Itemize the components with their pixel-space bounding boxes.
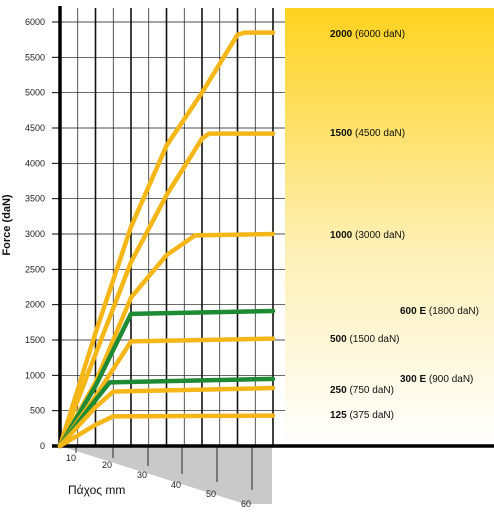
series-lines xyxy=(57,30,276,449)
series-label: 1000 (3000 daN) xyxy=(330,230,405,241)
y-tick-label: 2000 xyxy=(25,300,45,310)
y-tick-label: 4500 xyxy=(25,123,45,133)
y-tick-label: 6000 xyxy=(25,17,45,27)
series-detail: (1800 daN) xyxy=(426,306,479,317)
y-tick-label: 3500 xyxy=(25,194,45,204)
series-label: 1500 (4500 daN) xyxy=(330,128,405,139)
series-detail: (1500 daN) xyxy=(347,334,400,345)
x-tick-labels: 10 20 30 40 50 60 xyxy=(66,453,251,509)
series-line-250 xyxy=(57,385,276,449)
series-label: 600 E (1800 daN) xyxy=(400,306,479,317)
y-tick-label: 2500 xyxy=(25,264,45,274)
y-tick-label: 0 xyxy=(40,441,45,451)
series-detail: (375 daN) xyxy=(347,410,394,421)
series-name: 1500 xyxy=(330,128,353,139)
series-line-600-e xyxy=(57,308,276,449)
series-label: 300 E (900 daN) xyxy=(400,374,473,385)
series-name: 1000 xyxy=(330,230,353,241)
y-tick-label: 5000 xyxy=(25,88,45,98)
y-tick-label: 1000 xyxy=(25,370,45,380)
series-line-1500 xyxy=(57,131,276,449)
series-detail: (6000 daN) xyxy=(352,29,405,40)
series-detail: (750 daN) xyxy=(347,385,394,396)
series-name: 600 E xyxy=(400,306,426,317)
series-line-2000 xyxy=(57,30,276,449)
series-line-125 xyxy=(57,413,276,449)
series-name: 125 xyxy=(330,410,347,421)
series-detail: (3000 daN) xyxy=(352,230,405,241)
thickness-wedge xyxy=(60,446,272,504)
x-tick-label: 50 xyxy=(206,489,216,499)
series-detail: (900 daN) xyxy=(426,374,473,385)
axes xyxy=(52,6,494,490)
series-label: 500 (1500 daN) xyxy=(330,334,400,345)
y-tick-label: 4000 xyxy=(25,158,45,168)
x-tick-label: 40 xyxy=(171,480,181,490)
series-name: 300 E xyxy=(400,374,426,385)
series-name: 250 xyxy=(330,385,347,396)
y-tick-label: 500 xyxy=(30,406,45,416)
series-labels: 2000 (6000 daN) 1500 (4500 daN) 1000 (3000… xyxy=(330,29,479,421)
y-tick-label: 3000 xyxy=(25,229,45,239)
x-tick-label: 60 xyxy=(241,499,251,509)
x-axis-label: Πάχος mm xyxy=(68,483,125,497)
series-label: 250 (750 daN) xyxy=(330,385,394,396)
x-tick-label: 30 xyxy=(137,470,147,480)
series-line-300-e xyxy=(57,376,276,449)
y-tick-label: 1500 xyxy=(25,335,45,345)
series-name: 500 xyxy=(330,334,347,345)
series-name: 2000 xyxy=(330,29,353,40)
x-tick-label: 20 xyxy=(102,460,112,470)
x-tick-label: 10 xyxy=(66,453,76,463)
y-tick-label: 5500 xyxy=(25,52,45,62)
series-label: 125 (375 daN) xyxy=(330,410,394,421)
y-tick-labels: 0 500 1000 1500 2000 2500 3000 3500 4000 4500 5000… xyxy=(25,17,45,451)
series-detail: (4500 daN) xyxy=(352,128,405,139)
series-label: 2000 (6000 daN) xyxy=(330,29,405,40)
y-axis-label: Force (daN) xyxy=(1,194,13,255)
highlight-band xyxy=(285,8,494,448)
